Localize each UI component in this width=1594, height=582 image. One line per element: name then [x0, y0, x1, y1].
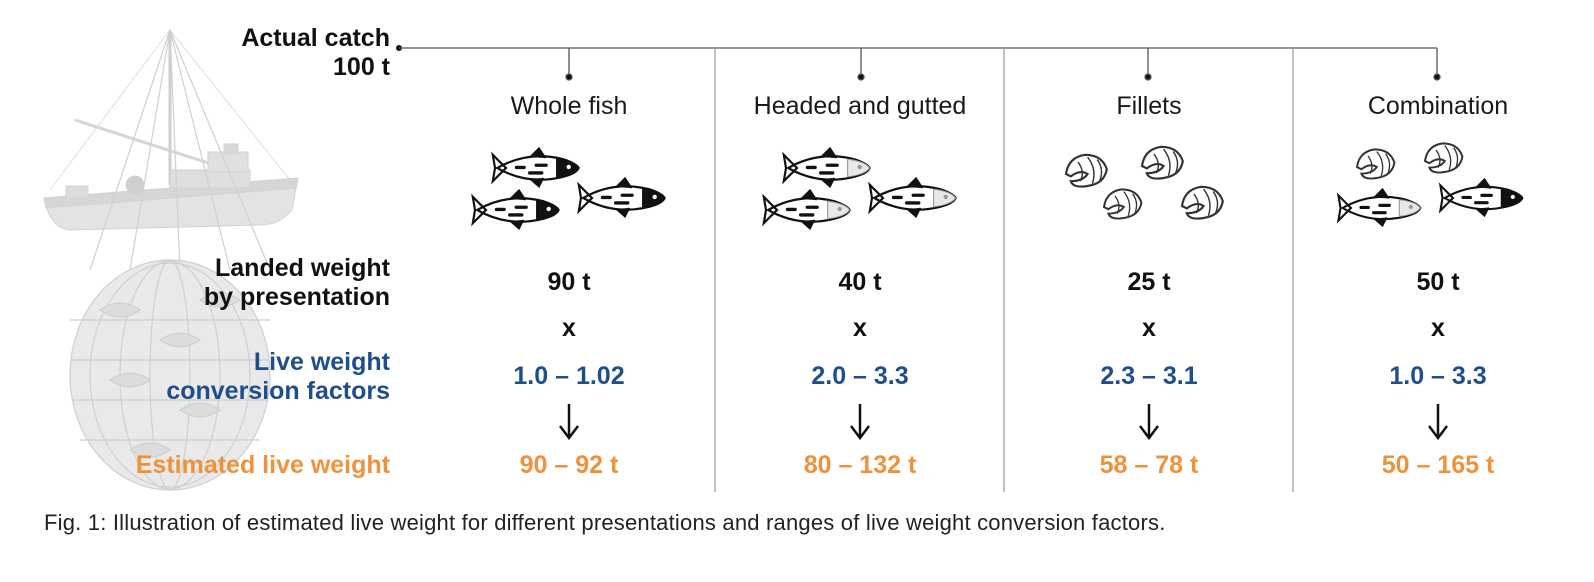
fish-net-icon: [69, 29, 271, 491]
fish-shape: [1438, 177, 1524, 218]
actual-catch-label: Actual catch 100 t: [241, 24, 390, 81]
conversion-factor-value: 1.0 – 1.02: [513, 362, 625, 390]
conversion-factors-label: Live weight conversion factors: [166, 348, 390, 405]
figure-caption: Fig. 1: Illustration of estimated live w…: [44, 510, 1166, 535]
fillet-icon: [1064, 145, 1224, 220]
arrow-down-icon: [1428, 404, 1448, 440]
fish-gutted-shape: [762, 188, 851, 231]
arrow-down-icon: [1139, 404, 1159, 440]
fish-whole-icon: [471, 146, 666, 231]
column-combination: Combination 50 t x 1.0 – 3.3 50 – 165 t: [1293, 0, 1583, 500]
landed-weight-value: 50 t: [1416, 268, 1460, 296]
fillet-shape: [1180, 185, 1224, 220]
estimated-live-weight-label: Estimated live weight: [135, 451, 390, 479]
fish-shape: [471, 188, 560, 231]
conversion-factor-value: 1.0 – 3.3: [1389, 362, 1487, 390]
multiply-sign: x: [853, 314, 867, 342]
column-fillets: Fillets 25 t x 2.3 – 3.1 58 – 78 t: [1004, 0, 1294, 500]
fillet-shape: [1355, 148, 1396, 180]
landed-weight-value: 90 t: [547, 268, 591, 296]
arrow-down-icon: [559, 404, 579, 440]
fish-shape: [577, 176, 666, 219]
fish-headed-gutted-icon: [762, 146, 957, 231]
estimated-live-weight-value: 50 – 165 t: [1381, 451, 1495, 479]
column-title: Combination: [1367, 92, 1509, 120]
column-title: Headed and gutted: [753, 92, 967, 120]
catch-distribution-bracket: [396, 45, 1441, 492]
multiply-sign: x: [1431, 314, 1445, 342]
column-title: Whole fish: [510, 92, 628, 120]
fish-gutted-shape: [1336, 187, 1422, 228]
column-headed-gutted: Headed and gutted 40 t x 2.0 – 3.3 80 – …: [715, 0, 1005, 500]
bracket-tick: [565, 48, 1441, 81]
fillet-shape: [1102, 188, 1143, 220]
fish-shape: [491, 146, 580, 189]
arrow-down-icon: [850, 404, 870, 440]
fish-gutted-shape: [782, 146, 871, 189]
conversion-factor-value: 2.3 – 3.1: [1100, 362, 1198, 390]
landed-weight-value: 40 t: [838, 268, 882, 296]
fishing-boat-icon: [43, 29, 299, 491]
column-whole-fish: Whole fish 90 t x 1.0 – 1.02 90 – 92 t: [424, 0, 714, 500]
estimated-live-weight-value: 58 – 78 t: [1099, 451, 1199, 479]
column-divider: [714, 48, 1294, 492]
estimated-live-weight-value: 90 – 92 t: [519, 451, 619, 479]
estimated-live-weight-value: 80 – 132 t: [803, 451, 917, 479]
fillet-shape: [1423, 142, 1464, 174]
landed-weight-value: 25 t: [1127, 268, 1171, 296]
fillet-shape: [1064, 153, 1108, 188]
multiply-sign: x: [1142, 314, 1156, 342]
landed-weight-label: Landed weight by presentation: [203, 254, 390, 311]
multiply-sign: x: [562, 314, 576, 342]
fish-combination-icon: [1336, 142, 1524, 228]
column-title: Fillets: [1116, 92, 1182, 120]
fillet-shape: [1140, 145, 1184, 180]
fish-gutted-shape: [868, 176, 957, 219]
conversion-factor-value: 2.0 – 3.3: [811, 362, 909, 390]
